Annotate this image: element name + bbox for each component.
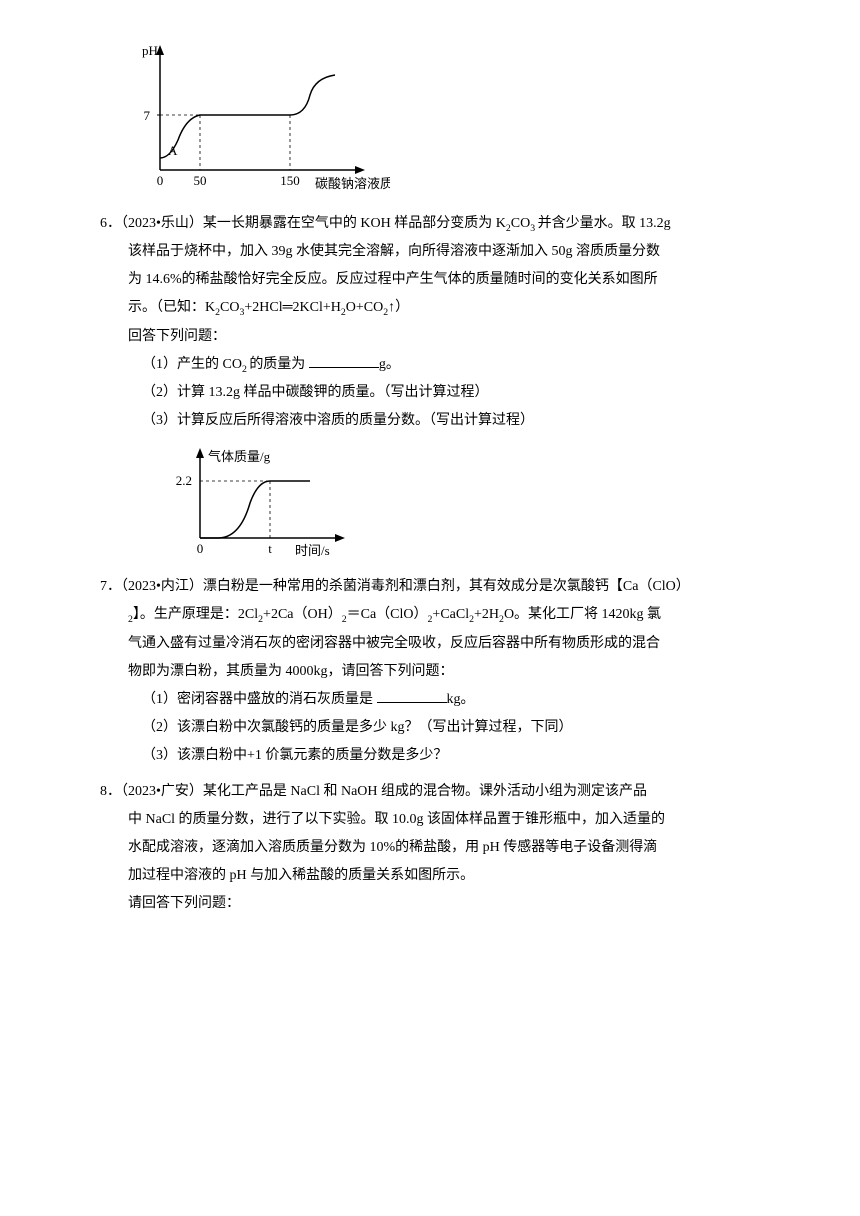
- q7-s1a: （1）密闭容器中盛放的消石灰质量是: [142, 692, 377, 707]
- q7-l2f: O。某化工厂将 1420kg 氯: [504, 607, 661, 622]
- q7-line1: 7．（2023•内江）漂白粉是一种常用的杀菌消毒剂和漂白剂，其有效成分是次氯酸钙…: [100, 573, 780, 601]
- q8-t1: 某化工产品是 NaCl 和 NaOH 组成的混合物。课外活动小组为测定该产品: [203, 784, 647, 799]
- chart-gas-vs-time: 2.2 0 t 气体质量/g 时间/s: [170, 443, 780, 563]
- q6-line2: 该样品于烧杯中，加入 39g 水使其完全溶解，向所得溶液中逐渐加入 50g 溶质…: [100, 238, 780, 266]
- q8-line4: 加过程中溶液的 pH 与加入稀盐酸的质量关系如图所示。: [100, 862, 780, 890]
- q7-l2e: +2H: [474, 607, 499, 622]
- q6-l4d: O+CO: [346, 300, 383, 315]
- q6-line3: 为 14.6%的稀盐酸恰好完全反应。反应过程中产生气体的质量随时间的变化关系如图…: [100, 266, 780, 294]
- sub-3: 3: [530, 223, 537, 234]
- q7-l2a: 】。生产原理是：2Cl: [133, 607, 258, 622]
- q7-line4: 物即为漂白粉，其质量为 4000kg，请回答下列问题：: [100, 658, 780, 686]
- q8-line1: 8．（2023•广安）某化工产品是 NaCl 和 NaOH 组成的混合物。课外活…: [100, 778, 780, 806]
- q6-t3: 并含少量水。取 13.2g: [538, 216, 671, 231]
- q8-source: （2023•广安）: [121, 784, 203, 799]
- chart2-xtick-t: t: [268, 541, 272, 556]
- chart1-xtick50: 50: [194, 173, 207, 188]
- q8-num: 8．: [100, 784, 121, 799]
- chart1-xtick0: 0: [157, 173, 164, 188]
- q7-source: （2023•内江）: [121, 579, 203, 594]
- chart1-xtick150: 150: [280, 173, 300, 188]
- q7-s1b: kg。: [447, 692, 475, 707]
- blank-co2-mass: [309, 353, 379, 368]
- q8-line3: 水配成溶液，逐滴加入溶质质量分数为 10%的稀盐酸，用 pH 传感器等电子设备测…: [100, 834, 780, 862]
- chart1-point-a: A: [168, 143, 178, 158]
- q6-sub2: （2）计算 13.2g 样品中碳酸钾的质量。（写出计算过程）: [100, 379, 780, 407]
- q8-answer-prompt: 请回答下列问题：: [100, 890, 780, 918]
- chart1-ytick: 7: [144, 108, 151, 123]
- q6-answer-prompt: 回答下列问题：: [100, 323, 780, 351]
- question-8: 8．（2023•广安）某化工产品是 NaCl 和 NaOH 组成的混合物。课外活…: [100, 778, 780, 918]
- q7-line3: 气通入盛有过量冷消石灰的密闭容器中被完全吸收，反应后容器中所有物质形成的混合: [100, 630, 780, 658]
- q6-t2: CO: [511, 216, 530, 231]
- q6-line4: 示。（已知：K2CO3+2HCl═2KCl+H2O+CO2↑）: [100, 294, 780, 322]
- q8-line2: 中 NaCl 的质量分数，进行了以下实验。取 10.0g 该固体样品置于锥形瓶中…: [100, 806, 780, 834]
- q7-num: 7．: [100, 579, 121, 594]
- chart2-ytick: 2.2: [176, 473, 192, 488]
- q6-s1a: （1）产生的 CO: [142, 357, 242, 372]
- question-7: 7．（2023•内江）漂白粉是一种常用的杀菌消毒剂和漂白剂，其有效成分是次氯酸钙…: [100, 573, 780, 769]
- q7-line2: 2】。生产原理是：2Cl2+2Ca（OH）2＝Ca（ClO）2+CaCl2+2H…: [100, 601, 780, 629]
- chart-ph-vs-mass: 7 A 0 50 150 pH 碳酸钠溶液质量/g: [130, 40, 780, 200]
- chart1-svg: 7 A 0 50 150 pH 碳酸钠溶液质量/g: [130, 40, 390, 200]
- chart2-xlabel: 时间/s: [295, 543, 330, 558]
- chart2-svg: 2.2 0 t 气体质量/g 时间/s: [170, 443, 370, 563]
- blank-lime-mass: [377, 688, 447, 703]
- q7-t1: 漂白粉是一种常用的杀菌消毒剂和漂白剂，其有效成分是次氯酸钙【Ca（ClO）: [203, 579, 690, 594]
- q6-sub3: （3）计算反应后所得溶液中溶质的质量分数。（写出计算过程）: [100, 407, 780, 435]
- q6-l4a: 示。（已知：K: [128, 300, 215, 315]
- q6-s1b: 的质量为: [249, 357, 309, 372]
- q7-sub3: （3）该漂白粉中+1 价氯元素的质量分数是多少？: [100, 742, 780, 770]
- chart2-xtick0: 0: [197, 541, 204, 556]
- chart2-ylabel: 气体质量/g: [208, 449, 271, 464]
- q6-l4c: +2HCl═2KCl+H: [244, 300, 341, 315]
- q6-source: （2023•乐山）: [121, 216, 203, 231]
- q6-sub1: （1）产生的 CO2 的质量为 g。: [100, 351, 780, 379]
- q6-line1: 6．（2023•乐山）某一长期暴露在空气中的 KOH 样品部分变质为 K2CO3…: [100, 210, 780, 238]
- q6-l4e: ↑）: [388, 300, 409, 315]
- q7-l2d: +CaCl: [432, 607, 469, 622]
- q7-sub1: （1）密闭容器中盛放的消石灰质量是 kg。: [100, 686, 780, 714]
- q7-sub2: （2）该漂白粉中次氯酸钙的质量是多少 kg？（写出计算过程，下同）: [100, 714, 780, 742]
- chart1-xlabel: 碳酸钠溶液质量/g: [315, 176, 390, 191]
- q6-l4b: CO: [220, 300, 239, 315]
- chart1-ylabel: pH: [142, 43, 158, 58]
- q7-l2b: +2Ca（OH）: [263, 607, 342, 622]
- q7-l2c: ＝Ca（ClO）: [347, 607, 428, 622]
- q6-t1: 某一长期暴露在空气中的 KOH 样品部分变质为 K: [203, 216, 506, 231]
- question-6: 6．（2023•乐山）某一长期暴露在空气中的 KOH 样品部分变质为 K2CO3…: [100, 210, 780, 435]
- q6-num: 6．: [100, 216, 121, 231]
- q6-s1c: g。: [379, 357, 400, 372]
